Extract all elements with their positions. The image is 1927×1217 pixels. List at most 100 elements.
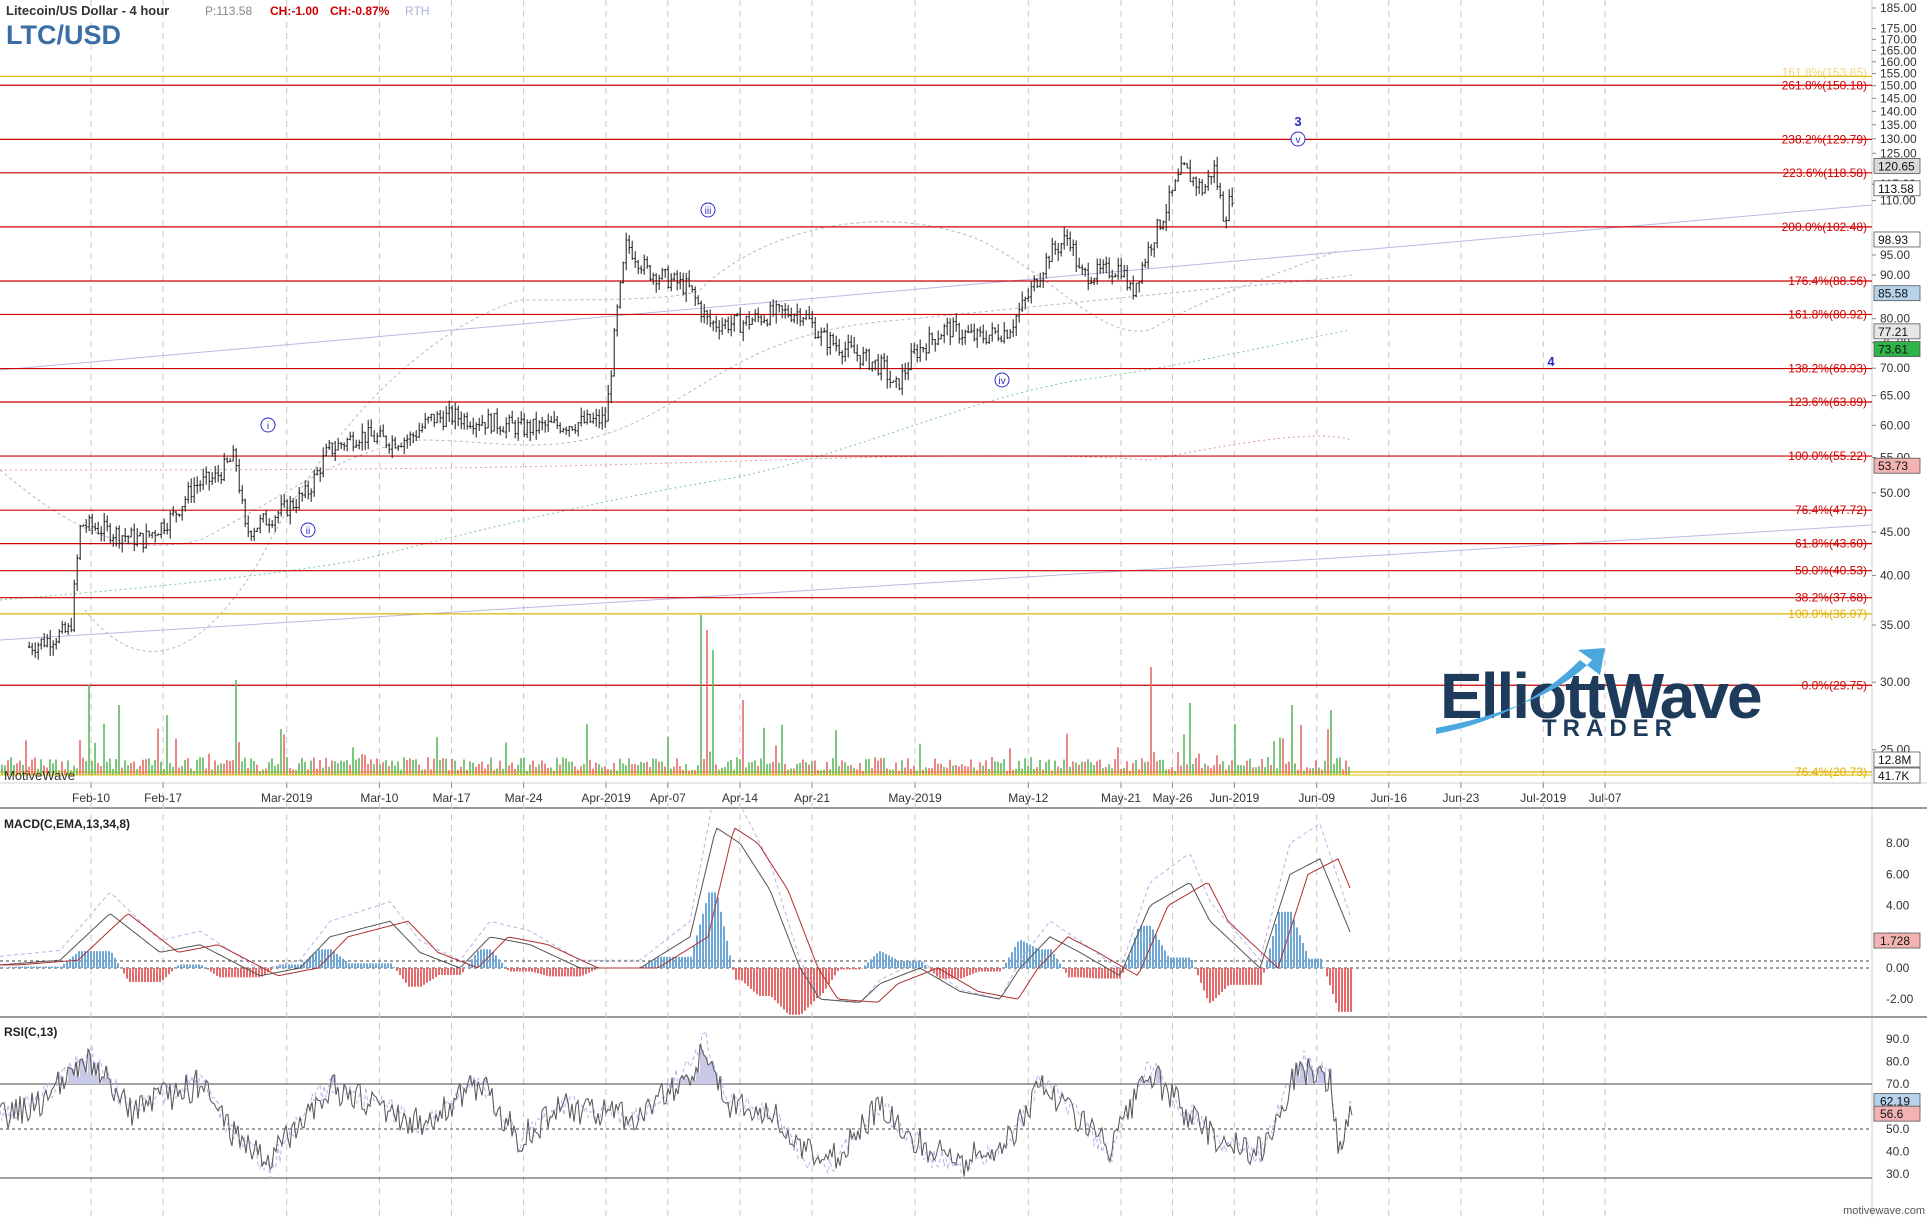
macd-hist-bar: [1299, 935, 1301, 968]
macd-hist-bar: [870, 959, 872, 968]
price-axis-label: 95.00: [1880, 248, 1910, 262]
volume-bar: [97, 762, 99, 775]
volume-bar: [307, 769, 309, 775]
rsi-fill: [686, 1074, 688, 1084]
macd-hist-bar: [99, 951, 101, 968]
price-marker: [1873, 323, 1921, 340]
volume-bar: [187, 758, 189, 775]
wave-label: 4: [1547, 354, 1555, 369]
time-axis[interactable]: Feb-10 Feb-17 Mar-2019 Mar-10 Mar-17 Mar-24 Ap…: [72, 783, 1622, 805]
volume-bar: [481, 761, 483, 775]
macd-hist-bar: [1254, 968, 1256, 985]
volume-bar: [1348, 766, 1350, 775]
time-axis-label: Apr-07: [650, 791, 686, 805]
volume-bar: [877, 760, 879, 775]
price-axis-label: 80.00: [1880, 312, 1910, 326]
volume-bar: [1168, 769, 1170, 775]
macd-hist-bar: [594, 968, 596, 970]
volume-bar: [955, 764, 957, 775]
macd-hist-bar: [903, 960, 905, 968]
session-label: RTH: [405, 4, 429, 18]
rsi-fill: [176, 1082, 178, 1084]
price-marker-label: 98.93: [1878, 233, 1908, 247]
macd-hist-bar: [1107, 968, 1109, 979]
macd-hist-bar: [366, 963, 368, 968]
macd-hist-bar: [1284, 911, 1286, 968]
fib-label: 138.2%(69.93): [1788, 362, 1867, 376]
time-axis-bar[interactable]: [0, 783, 1927, 807]
volume-bar: [1033, 768, 1035, 775]
volume-bar: [448, 770, 450, 775]
rsi-fill: [100, 1083, 102, 1084]
macd-hist-bar: [180, 964, 182, 968]
macd-hist-bar: [1227, 968, 1229, 986]
volume-bar: [667, 736, 669, 775]
volume-bar: [1042, 769, 1044, 775]
volume-bar: [685, 764, 687, 775]
macd-hist-bar: [591, 968, 593, 972]
macd-hist-bar: [36, 966, 38, 968]
macd-hist-bar: [972, 968, 974, 974]
volume-bar: [1006, 770, 1008, 775]
price-axis-label: 165.00: [1880, 43, 1917, 57]
volume-bar: [973, 767, 975, 775]
macd-hist-bar: [24, 966, 26, 968]
volume-bar: [58, 770, 60, 775]
macd-hist-bar: [501, 962, 503, 968]
volume-bar: [544, 763, 546, 775]
volume-bar: [769, 763, 771, 775]
fib-label: 161.8%(80.92): [1788, 307, 1867, 321]
macd-hist-bar: [459, 968, 461, 976]
macd-axis[interactable]: 8.006.004.002.000.00-2.001.728: [1873, 836, 1921, 1006]
rsi-line: [0, 1043, 1353, 1177]
volume-bar: [1306, 767, 1308, 775]
macd-hist-bar: [795, 968, 797, 1015]
macd-hist-bar: [894, 958, 896, 968]
volume-bar: [628, 758, 630, 775]
volume-bar: [1057, 766, 1059, 775]
macd-axis-label: 4.00: [1886, 899, 1910, 913]
rsi-fill: [1144, 1083, 1146, 1084]
volume-bar: [538, 764, 540, 775]
macd-hist-bar: [714, 892, 716, 968]
price-axis-label: 170.00: [1880, 32, 1917, 46]
volume-bar: [103, 723, 105, 775]
macd-hist-bar: [48, 966, 50, 968]
macd-hist-bar: [1320, 958, 1322, 968]
macd-hist-bar: [1242, 968, 1244, 985]
volume-bar: [1087, 759, 1089, 775]
volume-bar: [268, 762, 270, 775]
volume-bar: [811, 761, 813, 775]
volume-bar: [499, 760, 501, 775]
price-marker: [1873, 457, 1921, 474]
macd-hist-bar: [858, 968, 860, 970]
volume-bar: [1288, 761, 1290, 775]
volume-bar: [652, 758, 654, 775]
volume-bar: [829, 769, 831, 775]
price-panel[interactable]: [0, 0, 1872, 783]
volume-bar: [277, 764, 279, 775]
price-axis[interactable]: 185.00 175.00170.00165.00160.00155.00150.…: [1872, 1, 1921, 784]
volume-bar: [166, 715, 168, 775]
volume-bar: [229, 760, 231, 775]
volume-bar: [127, 765, 129, 775]
volume-bar: [169, 763, 171, 775]
macd-hist-bar: [141, 968, 143, 983]
price-axis-label: 30.00: [1880, 675, 1910, 689]
rsi-fill: [1042, 1075, 1044, 1084]
rsi-fill: [334, 1074, 336, 1084]
volume-bar: [40, 759, 42, 775]
rsi-fill: [684, 1079, 686, 1084]
macd-hist-bar: [351, 963, 353, 968]
volume-bar: [1120, 768, 1122, 775]
time-axis-label: Jun-2019: [1209, 791, 1259, 805]
volume-bar: [817, 770, 819, 775]
volume-bar: [301, 757, 303, 775]
macd-hist-bar: [909, 960, 911, 968]
volume-bar: [793, 768, 795, 775]
wave-circle: [700, 202, 716, 218]
macd-hist-bar: [1125, 963, 1127, 968]
volume-bar: [658, 761, 660, 775]
